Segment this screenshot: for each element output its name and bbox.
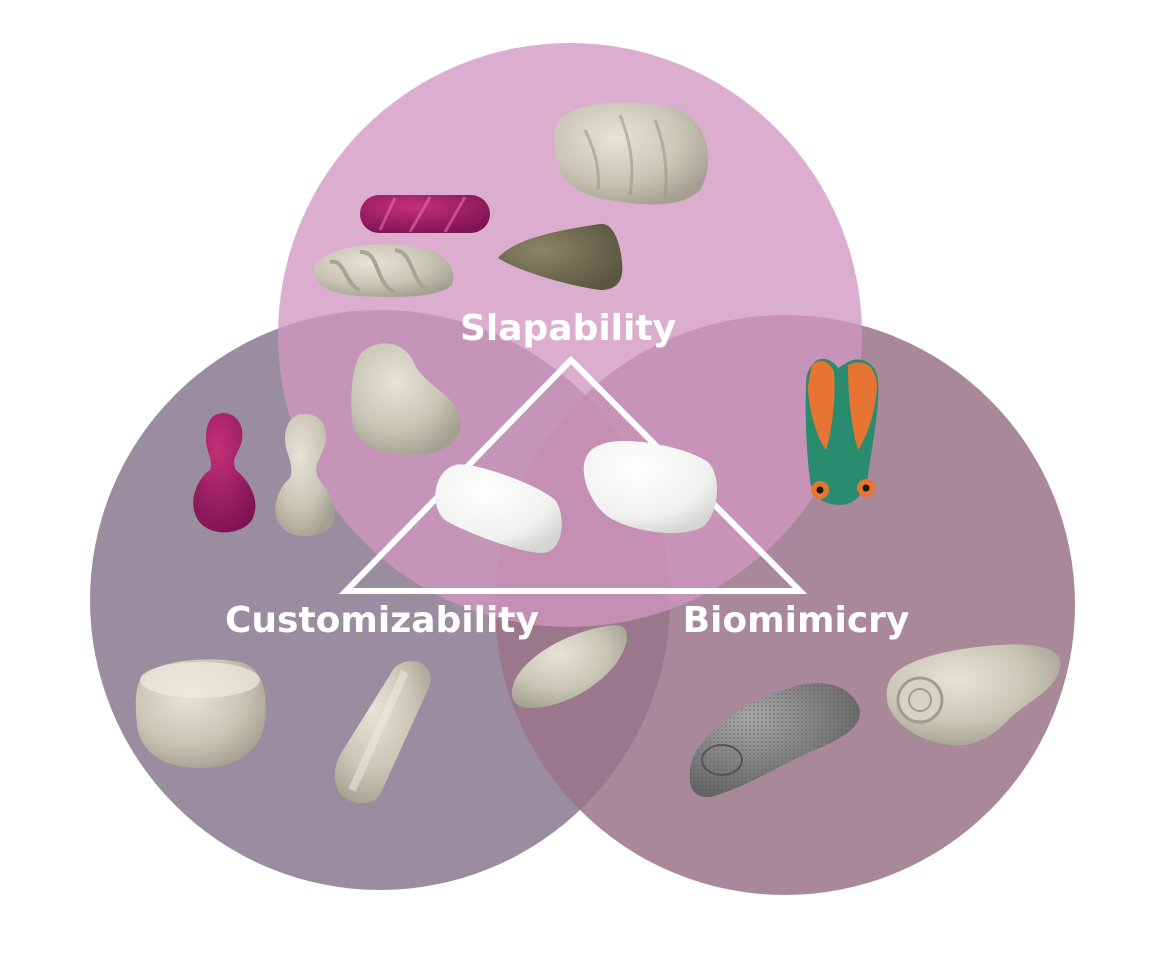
clay-peanut-icon [275,414,335,537]
clay-lump-icon [351,343,461,455]
label-customizability: Customizability [225,600,539,641]
white-capsule-icon [435,464,562,553]
white-rounded-block-icon [583,440,718,534]
clay-cone-icon [498,223,623,290]
label-slapability: Slapability [460,308,676,349]
clay-cylinder-icon [334,661,431,804]
clay-puck-icon [135,659,266,768]
magenta-capsule-icon [360,195,490,233]
label-biomimicry: Biomimicry [683,600,910,641]
clay-leaf-icon [511,625,628,708]
clay-blob-icon [554,102,709,205]
textured-fish-icon [689,682,861,798]
painted-cicada-icon [805,358,879,505]
magenta-peanut-icon [193,413,256,533]
twisted-clay-roll-icon [314,244,454,297]
clay-creature-icon [886,644,1061,746]
